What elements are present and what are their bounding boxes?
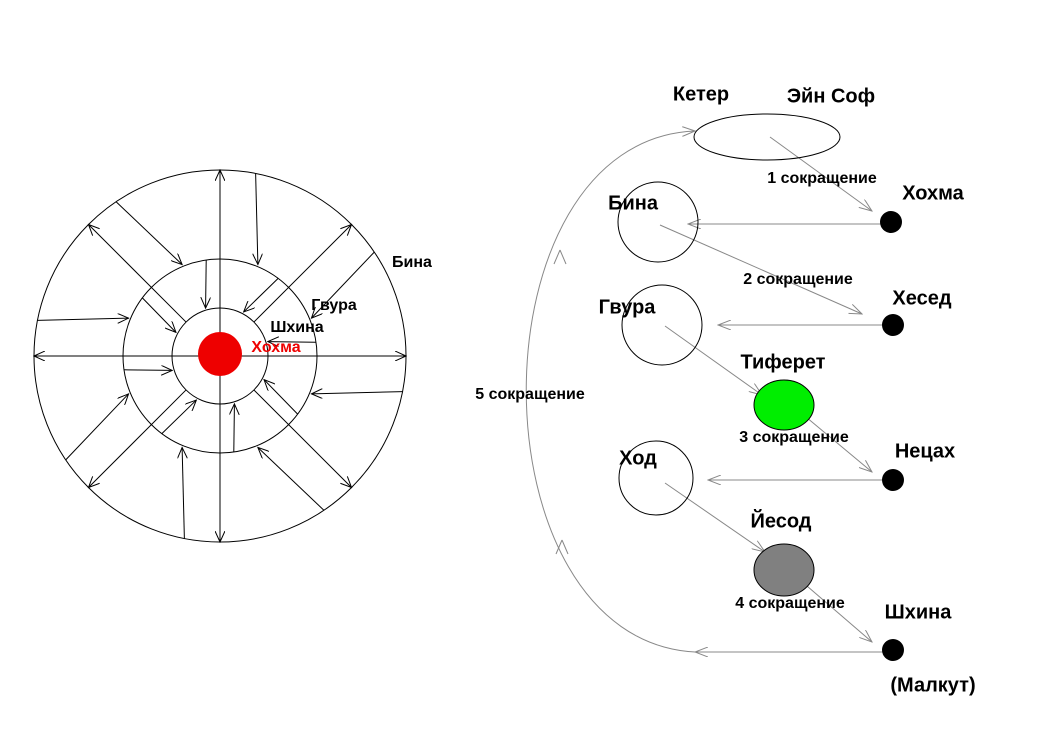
arrow [311,392,403,394]
arrow [115,201,182,265]
step-label: 5 сокращение [475,386,585,403]
arrow [311,251,375,318]
edge [664,325,762,395]
arrow [88,389,187,488]
node-label: (Малкут) [890,674,975,696]
arrow [264,380,299,415]
arrow [256,173,258,264]
node-label: Ход [619,447,657,469]
node-label: Гвура [599,296,657,318]
arrow [234,404,235,453]
dot [880,211,902,233]
dot [882,469,904,491]
node-label: Тиферет [741,351,826,373]
arrow [141,297,176,332]
arrow [206,259,207,308]
step-label: 3 сокращение [739,429,849,446]
step-label: 1 сокращение [767,170,877,187]
node-circle [617,181,699,263]
edge [799,579,872,642]
arrow [244,277,279,312]
arrow [182,447,184,539]
curve-arrows [553,249,569,555]
tiferet-node [753,379,815,431]
arrow [258,447,325,511]
yesod-node [753,543,815,597]
edge [664,482,765,552]
node-label: Эйн Соф [787,85,875,107]
label: Бина [392,254,432,271]
node-label: Йесод [750,508,811,532]
keter-ellipse [693,113,841,161]
dot [882,639,904,661]
label: Хохма [251,339,300,356]
arrow [253,224,352,323]
node-circle [618,440,694,516]
node-label: Хесед [892,287,951,309]
node-label: Шхина [885,601,953,623]
arrow [88,224,187,323]
arrow [161,400,196,435]
edge [799,411,872,472]
edge [769,136,872,211]
dot [882,314,904,336]
label: Шхина [270,319,323,336]
step-label: 2 сокращение [743,271,853,288]
node-label: Кетер [673,83,729,105]
arrow [123,370,172,371]
left-diagram [34,170,406,542]
arrow [253,389,352,488]
node-label: Нецах [895,440,955,462]
step-label: 4 сокращение [735,595,845,612]
arrow [37,318,128,320]
label: Гвура [311,297,357,314]
return-curve [525,131,695,653]
arrow [65,394,129,461]
node-label: Бина [608,192,659,214]
node-circle [621,284,703,366]
arrow [268,342,317,343]
node-label: Хохма [902,182,964,204]
red-center [198,332,242,376]
